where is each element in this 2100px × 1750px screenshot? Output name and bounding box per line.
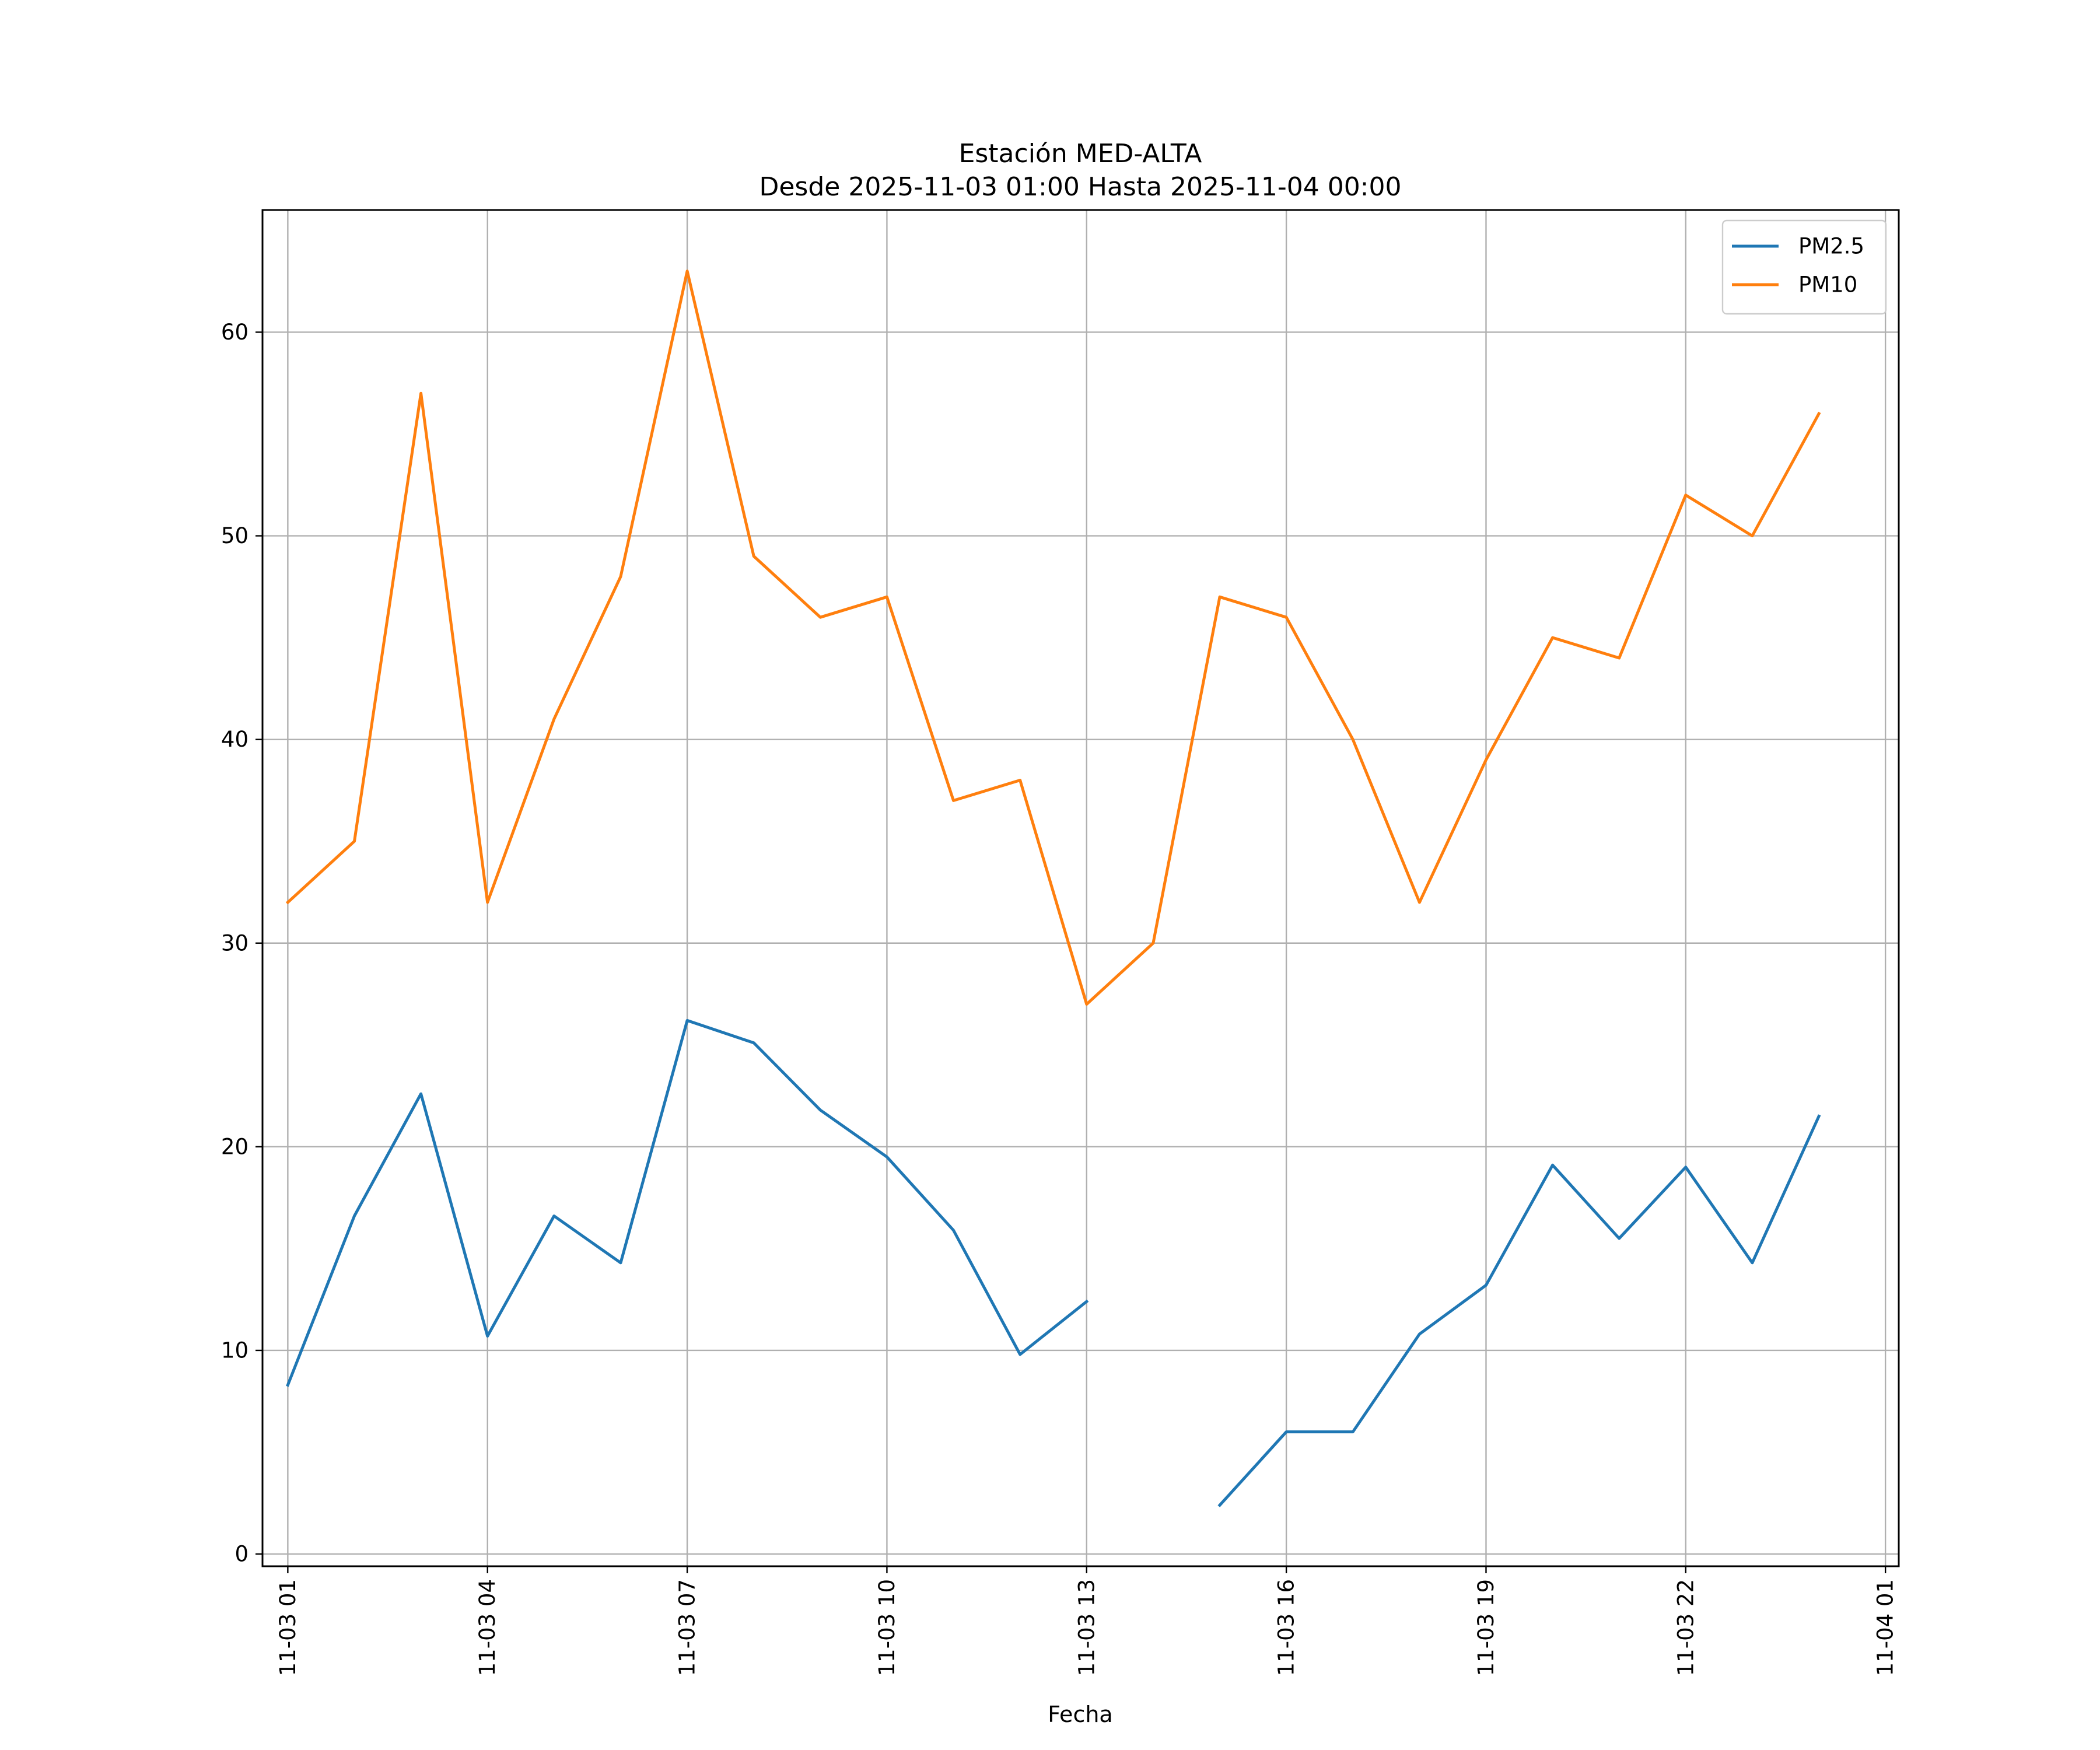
y-tick-label: 30 — [221, 930, 249, 956]
x-axis-label: Fecha — [1048, 1702, 1112, 1727]
y-tick-label: 40 — [221, 727, 249, 752]
x-tick-label: 11-03 19 — [1474, 1579, 1499, 1676]
series-line-pm25 — [286, 1019, 1821, 1507]
legend: PM2.5 PM10 — [1721, 219, 1887, 315]
grid-lines — [262, 210, 1899, 1566]
series-lines — [285, 270, 1821, 1507]
axis-ticks: 11-03 01 11-03 04 11-03 07 11-03 10 11-03 13… — [221, 320, 1898, 1676]
chart-title: Estación MED-ALTA — [959, 139, 1202, 169]
y-tick-label: 60 — [221, 320, 249, 345]
legend-box — [1721, 219, 1887, 315]
plot-frame — [261, 209, 1900, 1567]
series-line-pm10 — [285, 270, 1821, 1006]
legend-label: PM10 — [1798, 272, 1857, 298]
x-tick-label: 11-03 07 — [675, 1579, 700, 1676]
chart-subtitle: Desde 2025-11-03 01:00 Hasta 2025-11-04 … — [759, 172, 1401, 202]
x-tick-label: 11-03 22 — [1673, 1579, 1698, 1676]
y-tick-label: 0 — [235, 1542, 249, 1567]
x-tick-label: 11-04 01 — [1873, 1579, 1898, 1676]
x-tick-label: 11-03 13 — [1074, 1579, 1099, 1676]
x-tick-label: 11-03 04 — [475, 1579, 500, 1676]
x-tick-label: 11-03 01 — [275, 1579, 300, 1676]
x-tick-label: 11-03 16 — [1274, 1579, 1299, 1676]
y-tick-label: 50 — [221, 523, 249, 548]
x-tick-label: 11-03 10 — [874, 1579, 900, 1676]
y-tick-label: 10 — [221, 1338, 249, 1363]
y-tick-label: 20 — [221, 1134, 249, 1159]
legend-label: PM2.5 — [1798, 234, 1864, 259]
